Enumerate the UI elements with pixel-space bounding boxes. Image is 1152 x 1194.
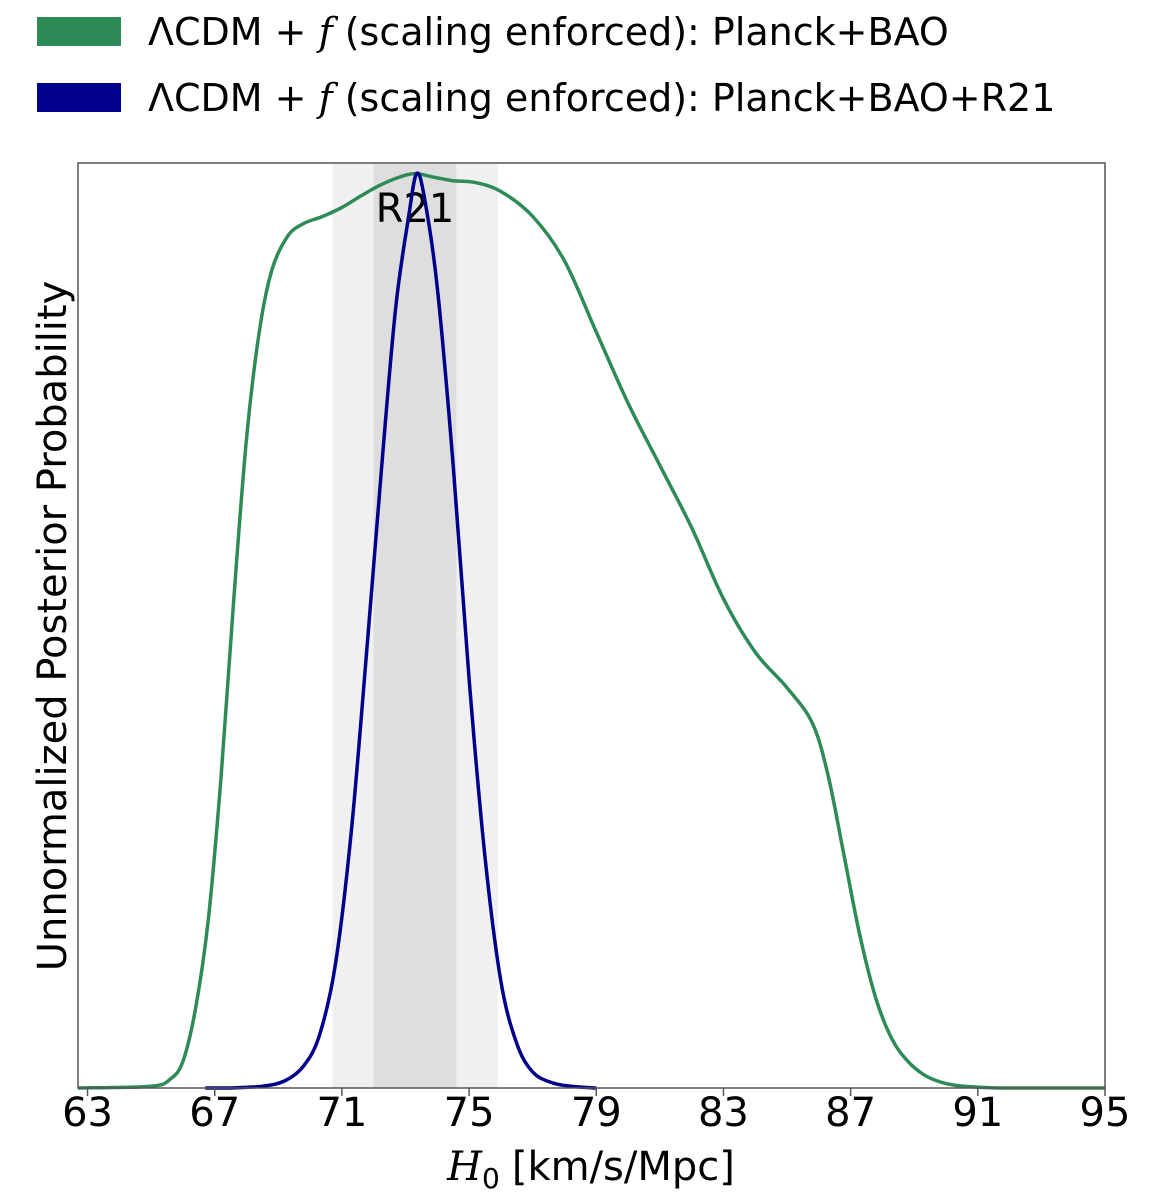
x-axis-ticks: 63 67 71 75 79 83 87 91 95 [62,1088,1130,1136]
legend: ΛCDM + f (scaling enforced): Planck+BAO … [37,10,1055,120]
series-line-planck-bao [77,171,1105,1090]
plot-frame [77,162,1106,1089]
series-lines [77,171,1105,1090]
x-tick-label: 87 [825,1090,876,1136]
r21-band-label: R21 [376,186,455,232]
x-tick-label: 91 [952,1090,1003,1136]
x-tick-label: 83 [698,1090,749,1136]
x-tick-label: 67 [189,1090,240,1136]
x-tick-label: 95 [1080,1090,1131,1136]
legend-swatch-planck-bao-r21 [37,83,121,112]
x-tick-label: 71 [316,1090,367,1136]
legend-label-planck-bao-r21: ΛCDM + f (scaling enforced): Planck+BAO+… [148,76,1055,120]
legend-label-planck-bao: ΛCDM + f (scaling enforced): Planck+BAO [148,10,949,54]
r21-band-inner [373,163,457,1088]
r21-bands: R21 [332,163,498,1088]
y-axis-title: Unnormalized Posterior Probability [30,281,76,972]
x-tick-label: 79 [571,1090,622,1136]
legend-swatch-planck-bao [37,17,121,46]
x-tick-label: 63 [62,1090,113,1136]
x-axis-title: H0 [km/s/Mpc] [446,1144,735,1194]
x-tick-label: 75 [444,1090,495,1136]
series-line-planck-bao-r21 [205,171,597,1090]
